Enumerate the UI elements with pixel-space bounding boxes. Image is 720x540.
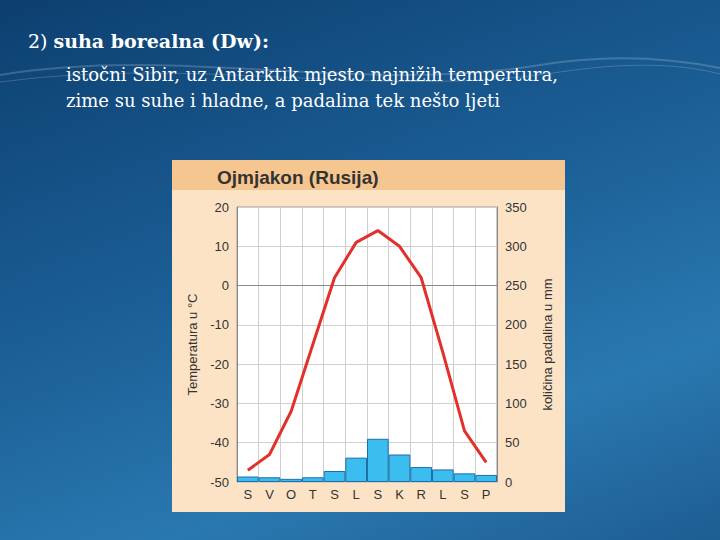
svg-text:S: S xyxy=(243,487,252,502)
svg-text:-30: -30 xyxy=(210,396,229,411)
svg-text:S: S xyxy=(330,487,339,502)
svg-text:10: 10 xyxy=(215,239,229,254)
svg-text:Ojmjakon (Rusija): Ojmjakon (Rusija) xyxy=(217,167,379,188)
svg-text:K: K xyxy=(395,487,404,502)
svg-text:-10: -10 xyxy=(210,317,229,332)
svg-text:L: L xyxy=(439,487,446,502)
svg-text:T: T xyxy=(309,487,317,502)
html-text:istočni Sibir, uz Antarktik mj: istočni Sibir, uz Antarktik mjesto najni… xyxy=(66,64,558,85)
html-text:2) suha borealna (Dw):: 2) suha borealna (Dw): xyxy=(28,30,269,52)
svg-text:300: 300 xyxy=(505,239,527,254)
svg-text:50: 50 xyxy=(505,435,519,450)
svg-text:P: P xyxy=(482,487,491,502)
svg-text:R: R xyxy=(416,487,425,502)
svg-text:V: V xyxy=(265,487,274,502)
svg-text:100: 100 xyxy=(505,396,527,411)
svg-text:Temperatura u °C: Temperatura u °C xyxy=(185,293,200,395)
svg-text:S: S xyxy=(460,487,469,502)
svg-text:250: 250 xyxy=(505,278,527,293)
svg-text:-40: -40 xyxy=(210,435,229,450)
svg-text:L: L xyxy=(353,487,360,502)
svg-text:20: 20 xyxy=(215,200,229,215)
svg-text:150: 150 xyxy=(505,357,527,372)
svg-text:0: 0 xyxy=(222,278,229,293)
svg-text:količina padalina u mm: količina padalina u mm xyxy=(540,278,555,410)
html-text:zime su suhe i hladne, a padal: zime su suhe i hladne, a padalina tek ne… xyxy=(66,90,501,111)
svg-text:S: S xyxy=(373,487,382,502)
svg-text:200: 200 xyxy=(505,317,527,332)
svg-text:350: 350 xyxy=(505,200,527,215)
svg-text:O: O xyxy=(286,487,296,502)
svg-text:0: 0 xyxy=(505,475,512,490)
svg-text:-50: -50 xyxy=(210,475,229,490)
svg-text:-20: -20 xyxy=(210,357,229,372)
